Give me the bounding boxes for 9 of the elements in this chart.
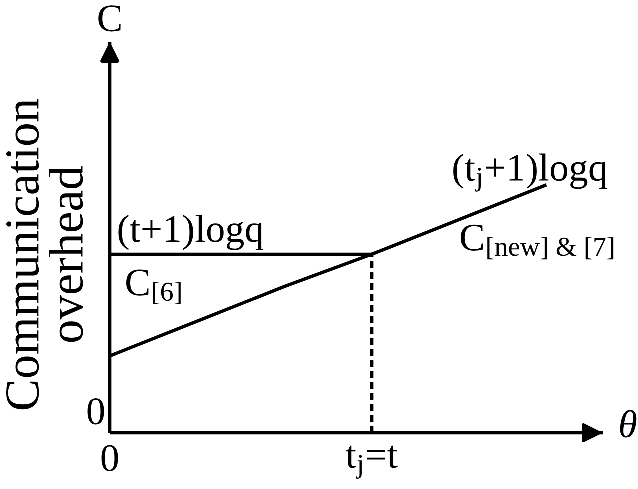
text: 0: [88, 398, 104, 425]
text: C: [98, 6, 121, 32]
annotation: (t$_{j}$+1)logq: [454, 154, 608, 192]
series-label: C$_{[new] & [7]}$: [460, 224, 614, 260]
series-label: C$_{[6]}$: [126, 270, 181, 305]
annotation: (t+1)logq: [118, 215, 264, 250]
y-axis-title: Communication overhead: [6, 99, 84, 410]
x-tick-label: t$_{j}$=t: [346, 446, 398, 479]
x-axis-title: θ: [620, 410, 637, 438]
